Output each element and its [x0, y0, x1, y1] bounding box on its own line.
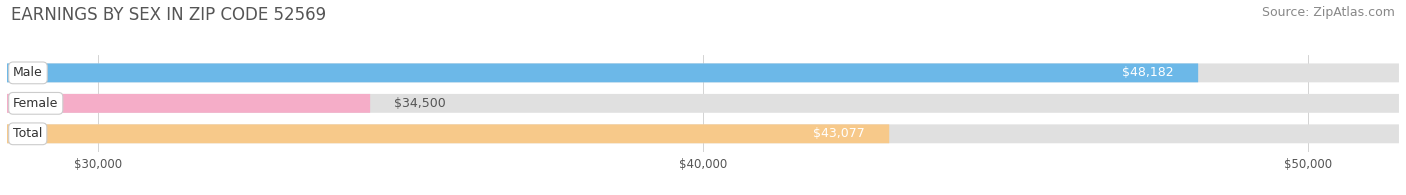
FancyBboxPatch shape	[7, 94, 370, 113]
Text: $48,182: $48,182	[1122, 66, 1174, 79]
FancyBboxPatch shape	[7, 124, 889, 143]
Text: Source: ZipAtlas.com: Source: ZipAtlas.com	[1261, 6, 1395, 19]
Text: Total: Total	[13, 127, 42, 140]
Text: Female: Female	[13, 97, 59, 110]
Text: $34,500: $34,500	[394, 97, 446, 110]
Text: $43,077: $43,077	[813, 127, 865, 140]
FancyBboxPatch shape	[7, 63, 1399, 82]
FancyBboxPatch shape	[7, 63, 1198, 82]
Text: Male: Male	[13, 66, 42, 79]
Text: EARNINGS BY SEX IN ZIP CODE 52569: EARNINGS BY SEX IN ZIP CODE 52569	[11, 6, 326, 24]
FancyBboxPatch shape	[7, 124, 1399, 143]
FancyBboxPatch shape	[7, 94, 1399, 113]
